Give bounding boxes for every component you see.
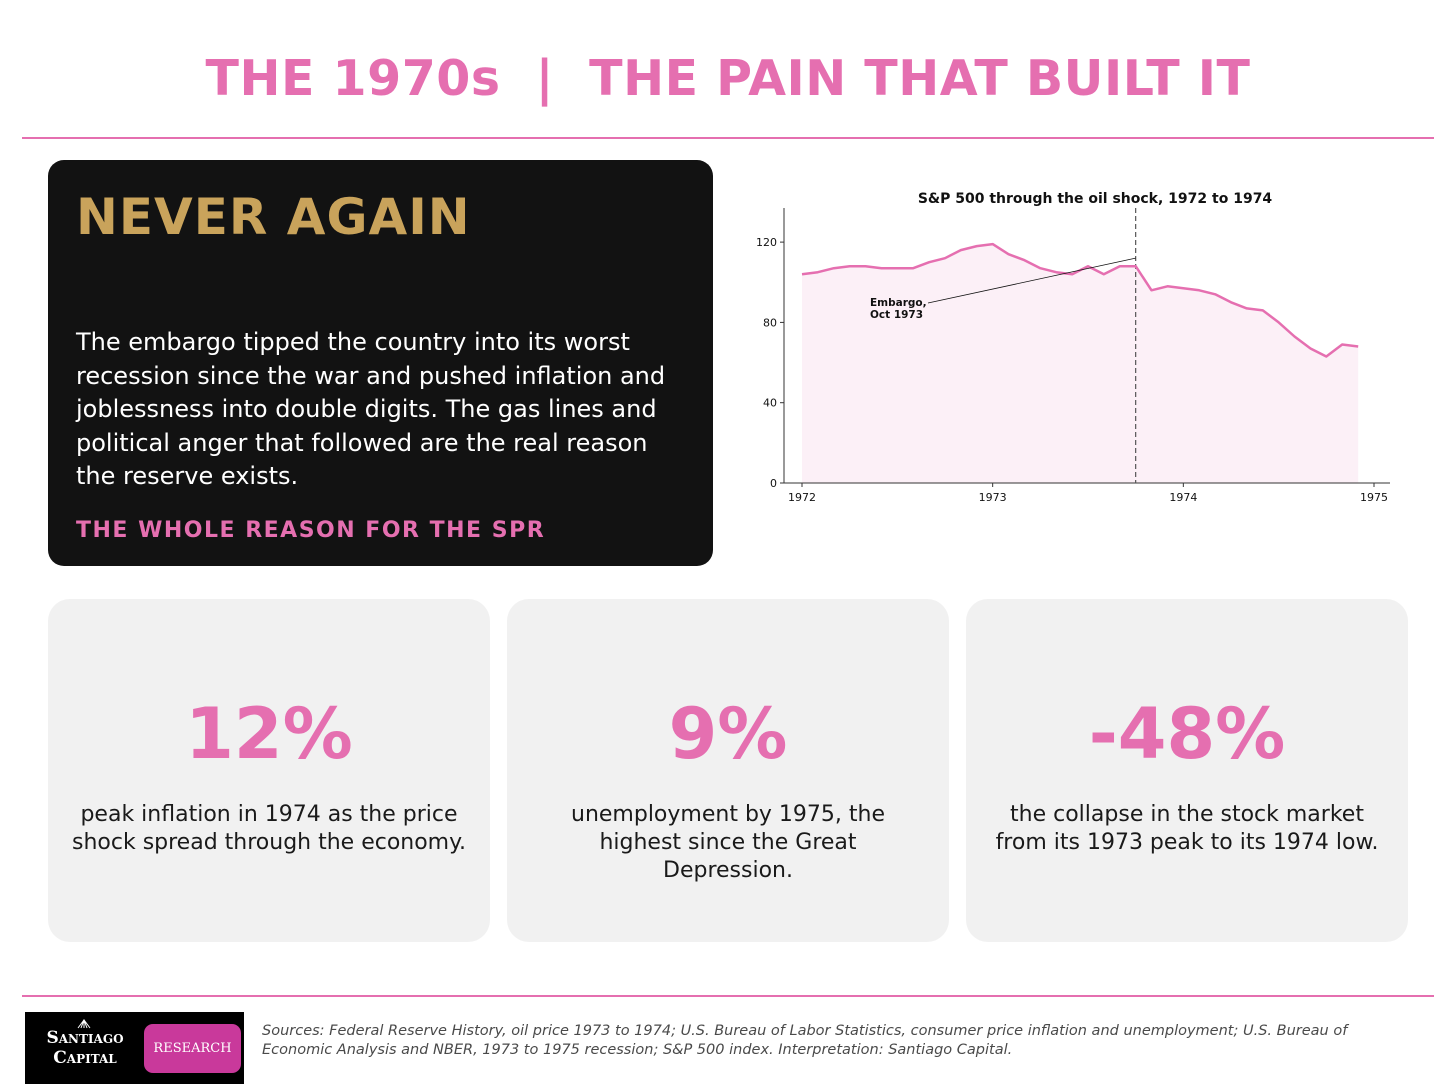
logo-line: Capital bbox=[53, 1048, 117, 1068]
header-divider bbox=[22, 137, 1434, 139]
stat-value: 9% bbox=[668, 693, 788, 775]
stat-description: the collapse in the stock market from it… bbox=[995, 802, 1379, 855]
annotation-label: Embargo, bbox=[870, 297, 927, 309]
annotation-pointer bbox=[927, 257, 1136, 304]
hero-heading: NEVER AGAIN bbox=[76, 188, 471, 246]
footer-divider bbox=[22, 995, 1434, 997]
y-tick-label: 0 bbox=[770, 477, 777, 490]
stat-description: peak inflation in 1974 as the price shoc… bbox=[72, 802, 466, 855]
logo-line: Santiago bbox=[46, 1028, 124, 1048]
x-tick-label: 1974 bbox=[1169, 491, 1197, 504]
chart-title: S&P 500 through the oil shock, 1972 to 1… bbox=[918, 191, 1273, 207]
hero-panel: NEVER AGAIN The embargo tipped the count… bbox=[48, 160, 713, 566]
sources-note: Sources: Federal Reserve History, oil pr… bbox=[262, 1023, 1348, 1058]
y-tick-label: 80 bbox=[763, 316, 777, 329]
x-tick-label: 1975 bbox=[1360, 491, 1388, 504]
stat-description: unemployment by 1975, the highest since … bbox=[571, 802, 885, 883]
annotation-label: Oct 1973 bbox=[870, 309, 923, 321]
santiago-capital-logo: Santiago Capital RESEARCH bbox=[25, 1012, 244, 1084]
hero-body: The embargo tipped the country into its … bbox=[76, 328, 666, 490]
x-tick-label: 1972 bbox=[788, 491, 816, 504]
stat-value: 12% bbox=[185, 693, 353, 775]
hero-tagline: THE WHOLE REASON FOR THE SPR bbox=[76, 518, 546, 543]
stat-card-inflation: 12% peak inflation in 1974 as the price … bbox=[48, 599, 490, 942]
research-badge: RESEARCH bbox=[144, 1024, 241, 1073]
series-area bbox=[802, 244, 1359, 483]
y-tick-label: 120 bbox=[756, 236, 777, 249]
x-tick-label: 1973 bbox=[979, 491, 1007, 504]
stat-value: -48% bbox=[1088, 693, 1286, 775]
page-title: THE 1970s | THE PAIN THAT BUILT IT bbox=[205, 50, 1251, 107]
stat-card-unemployment: 9% unemployment by 1975, the highest sin… bbox=[507, 599, 949, 942]
logo-wordmark: Santiago Capital bbox=[29, 1028, 141, 1068]
stat-card-stock-market: -48% the collapse in the stock market fr… bbox=[966, 599, 1408, 942]
shell-icon bbox=[77, 1019, 91, 1029]
y-tick-label: 40 bbox=[763, 397, 777, 410]
sp500-chart: 0 40 80 120 1972 1973 1974 1975 S&P 500 through … bbox=[756, 191, 1390, 504]
